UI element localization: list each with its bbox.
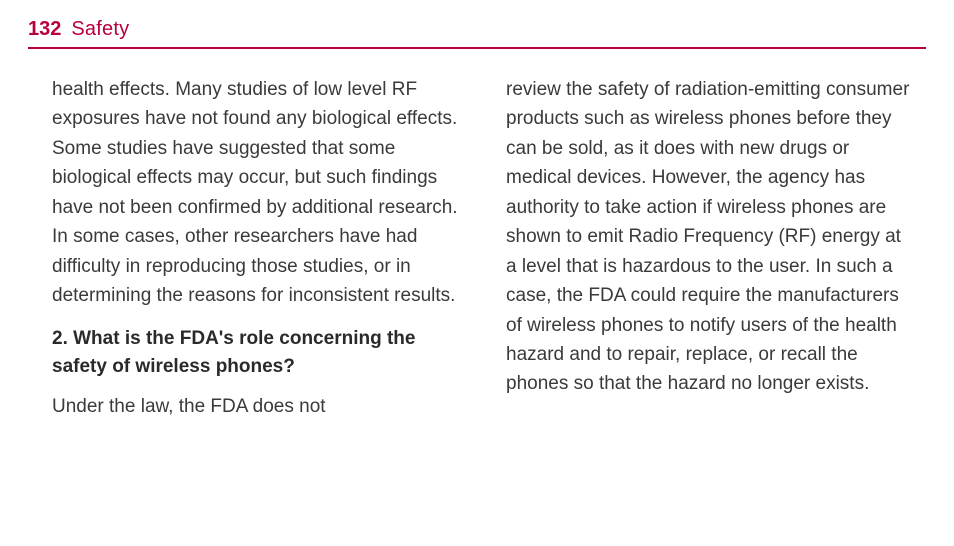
- right-column: review the safety of radiation-emitting …: [506, 75, 916, 435]
- left-column: health effects. Many studies of low leve…: [52, 75, 462, 435]
- page: 132 Safety health effects. Many studies …: [0, 0, 954, 546]
- body-paragraph: review the safety of radiation-emitting …: [506, 75, 916, 399]
- page-header: 132 Safety: [0, 0, 954, 45]
- page-number: 132: [28, 18, 61, 41]
- body-paragraph: health effects. Many studies of low leve…: [52, 75, 462, 311]
- body-paragraph: Under the law, the FDA does not: [52, 392, 462, 421]
- body-columns: health effects. Many studies of low leve…: [0, 49, 954, 435]
- question-heading: 2. What is the FDA's role concerning the…: [52, 325, 462, 382]
- section-title: Safety: [71, 18, 129, 41]
